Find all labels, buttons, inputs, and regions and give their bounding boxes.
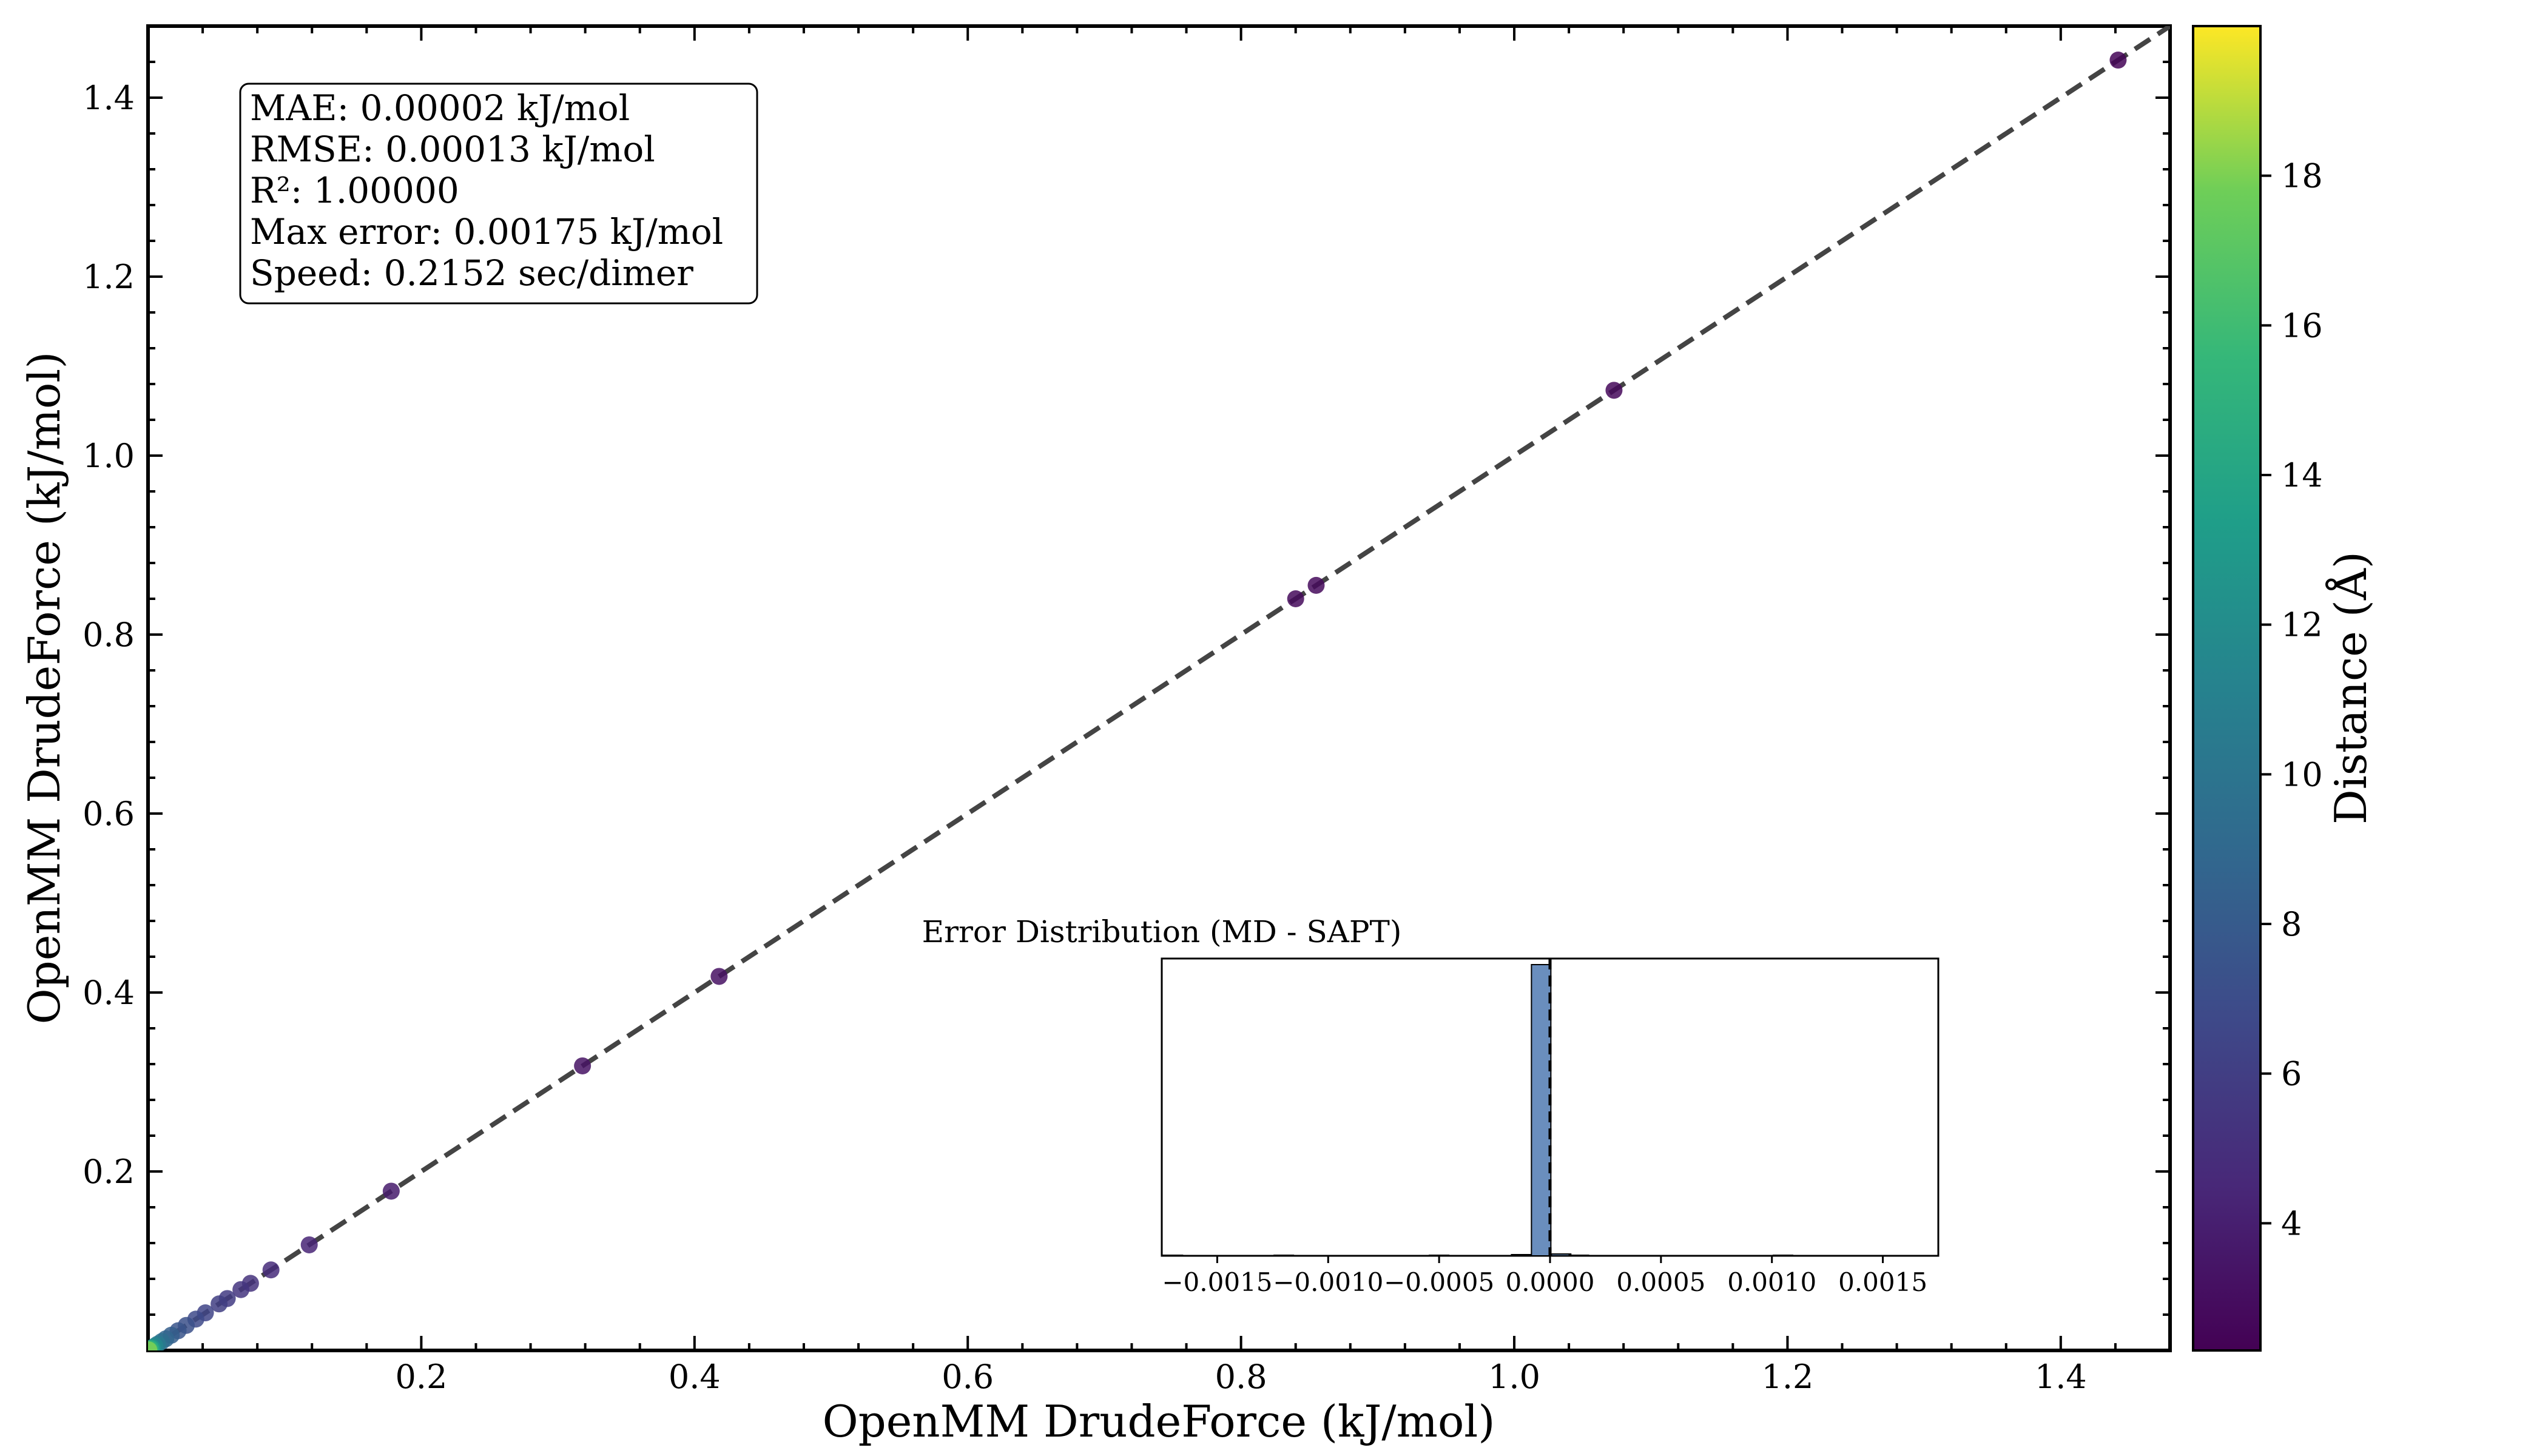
main-ticks (148, 26, 2170, 1350)
inset-x-tick-label: −0.0015 (1162, 1267, 1272, 1297)
stats-box: MAE: 0.00002 kJ/mol RMSE: 0.00013 kJ/mol R… (239, 83, 758, 305)
colorbar-tick-label: 4 (2281, 1204, 2302, 1242)
inset-x-tick-label: 0.0000 (1506, 1267, 1595, 1297)
x-tick-label: 1.0 (1488, 1358, 1540, 1396)
inset-histogram: Error Distribution (MD - SAPT) −0.0015 −0… (922, 914, 1940, 1297)
scatter-points (148, 52, 2127, 1350)
stats-line: Max error: 0.00175 kJ/mol (250, 211, 723, 252)
stats-line: MAE: 0.00002 kJ/mol (250, 87, 630, 129)
y-tick-label: 1.4 (83, 79, 135, 117)
y-tick-label: 0.2 (83, 1153, 135, 1191)
scatter-point (574, 1057, 592, 1074)
colorbar-gradient (2192, 25, 2262, 1352)
y-tick-label: 0.4 (83, 974, 135, 1012)
inset-x-tick-label: −0.0005 (1384, 1267, 1494, 1297)
y-tick-label: 0.6 (83, 795, 135, 833)
colorbar-label: Distance (Å) (2325, 551, 2376, 824)
scatter-point (300, 1236, 318, 1253)
stats-box-frame (239, 83, 758, 305)
main-tick-labels: 0.2 0.4 0.6 0.8 1.0 1.2 1.4 0.2 0.4 0.6 0.8 1.0 1.2 1… (83, 79, 2087, 1396)
colorbar-tick-label: 18 (2281, 157, 2323, 195)
colorbar-tick-label: 6 (2281, 1055, 2302, 1093)
x-tick-label: 0.8 (1215, 1358, 1267, 1396)
colorbar-tick-label: 12 (2281, 606, 2323, 644)
x-tick-label: 0.6 (942, 1358, 994, 1396)
histogram-bar (1531, 964, 1552, 1256)
identity-reference-line (148, 26, 2170, 1350)
colorbar-ticks: 4 6 8 10 12 14 16 18 (2260, 157, 2323, 1242)
y-tick-label: 1.0 (83, 437, 135, 475)
inset-title: Error Distribution (MD - SAPT) (922, 914, 1402, 949)
x-axis-label: OpenMM DrudeForce (kJ/mol) (823, 1396, 1495, 1447)
stats-line: R²: 1.00000 (250, 170, 459, 211)
scatter-point (710, 968, 728, 985)
scatter-point (1605, 382, 1623, 399)
scatter-point (262, 1261, 280, 1279)
colorbar: 4 6 8 10 12 14 16 18 Distance (Å) (2192, 25, 2376, 1352)
inset-ticks: −0.0015 −0.0010 −0.0005 0.0000 0.0005 0.0010 0… (1162, 1256, 1927, 1297)
scatter-point (148, 1341, 158, 1350)
x-tick-label: 1.4 (2035, 1358, 2087, 1396)
x-tick-label: 0.2 (395, 1358, 447, 1396)
scatter-point (2109, 52, 2127, 69)
histogram-bar (1273, 1255, 1295, 1256)
histogram-bar (1162, 1255, 1184, 1256)
y-axis-label: OpenMM DrudeForce (kJ/mol) (19, 352, 70, 1025)
main-plot: 0.2 0.4 0.6 0.8 1.0 1.2 1.4 0.2 0.4 0.6 0.8 1.0 1.2 1… (19, 24, 2172, 1447)
scatter-point (382, 1182, 400, 1200)
inset-x-tick-label: 0.0015 (1838, 1267, 1927, 1297)
inset-x-tick-label: 0.0005 (1616, 1267, 1705, 1297)
scatter-point (211, 1295, 228, 1313)
scatter-point (1307, 576, 1325, 594)
colorbar-tick-label: 10 (2281, 755, 2323, 794)
colorbar-tick-label: 14 (2281, 456, 2323, 494)
scatter-point (1287, 590, 1304, 607)
inset-x-tick-label: −0.0010 (1273, 1267, 1383, 1297)
histogram-bar (1511, 1254, 1532, 1256)
x-tick-label: 1.2 (1761, 1358, 1813, 1396)
stats-line: RMSE: 0.00013 kJ/mol (250, 129, 655, 170)
histogram-bar (1429, 1255, 1450, 1256)
y-tick-label: 0.8 (83, 616, 135, 654)
inset-x-tick-label: 0.0010 (1727, 1267, 1816, 1297)
scatter-point (232, 1281, 250, 1298)
inset-bars (1162, 964, 1793, 1256)
y-tick-label: 1.2 (83, 258, 135, 296)
colorbar-tick-label: 8 (2281, 905, 2302, 943)
histogram-bar (1773, 1255, 1793, 1256)
colorbar-tick-label: 16 (2281, 306, 2323, 345)
stats-text: MAE: 0.00002 kJ/mol RMSE: 0.00013 kJ/mol R… (250, 87, 723, 294)
histogram-bar (1568, 1255, 1589, 1256)
histogram-bar (1551, 1253, 1572, 1256)
x-tick-label: 0.4 (669, 1358, 721, 1396)
stats-line: Speed: 0.2152 sec/dimer (250, 252, 693, 294)
